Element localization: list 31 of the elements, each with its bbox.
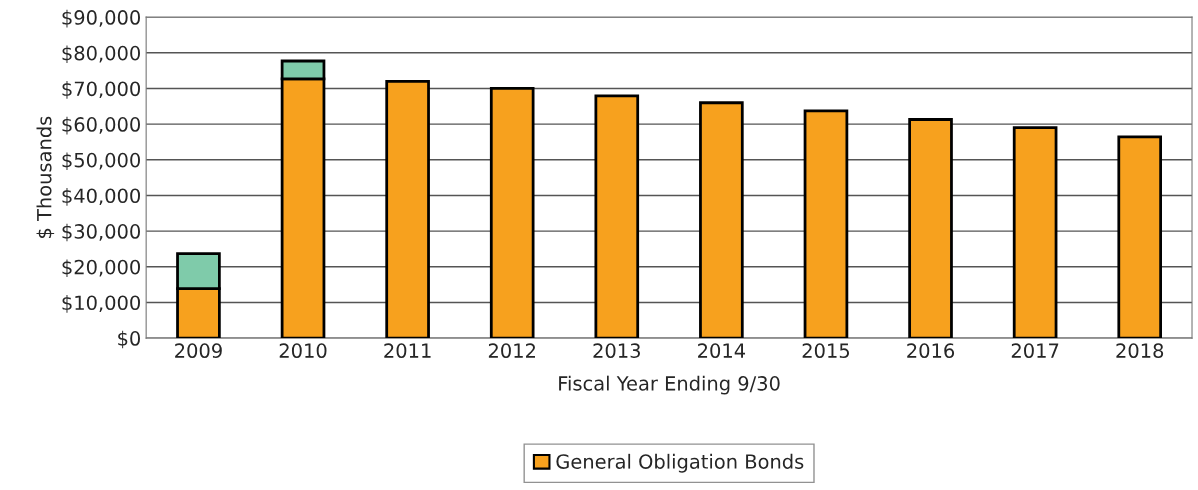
bar bbox=[908, 118, 953, 339]
bar bbox=[489, 87, 535, 339]
y-tick-label: $90,000 bbox=[62, 9, 140, 28]
x-tick-label: 2010 bbox=[279, 343, 327, 359]
y-tick-label: $80,000 bbox=[62, 45, 140, 64]
legend-label: General Obligation Bonds bbox=[556, 453, 804, 473]
x-tick-label: 2013 bbox=[593, 343, 640, 359]
x-tick-label: 2015 bbox=[802, 343, 849, 359]
x-tick-label: 2009 bbox=[175, 343, 222, 359]
x-tick-label: 2011 bbox=[384, 343, 431, 359]
y-tick-label: $10,000 bbox=[62, 295, 140, 313]
bar bbox=[1117, 135, 1163, 339]
y-tick-label: $50,000 bbox=[62, 152, 140, 171]
x-tick-label: 2014 bbox=[698, 343, 746, 359]
y-tick-label: $30,000 bbox=[62, 223, 140, 242]
bar bbox=[385, 79, 430, 339]
y-axis-title: $ Thousands bbox=[36, 116, 55, 238]
y-tick-label: $20,000 bbox=[62, 259, 140, 278]
x-tick-label: 2017 bbox=[1011, 343, 1059, 359]
bar bbox=[594, 94, 640, 339]
y-tick-label: $0 bbox=[118, 330, 140, 349]
bar bbox=[699, 101, 744, 339]
y-tick-label: $40,000 bbox=[62, 188, 140, 206]
x-tick-label: 2018 bbox=[1116, 343, 1164, 359]
y-tick-label: $70,000 bbox=[62, 81, 140, 99]
y-tick-label: $60,000 bbox=[62, 116, 140, 135]
x-tick-label: 2012 bbox=[488, 343, 535, 359]
x-tick-label: 2016 bbox=[907, 343, 955, 359]
bar bbox=[1012, 126, 1058, 339]
bar bbox=[803, 109, 849, 339]
x-axis-title: Fiscal Year Ending 9/30 bbox=[559, 375, 780, 395]
